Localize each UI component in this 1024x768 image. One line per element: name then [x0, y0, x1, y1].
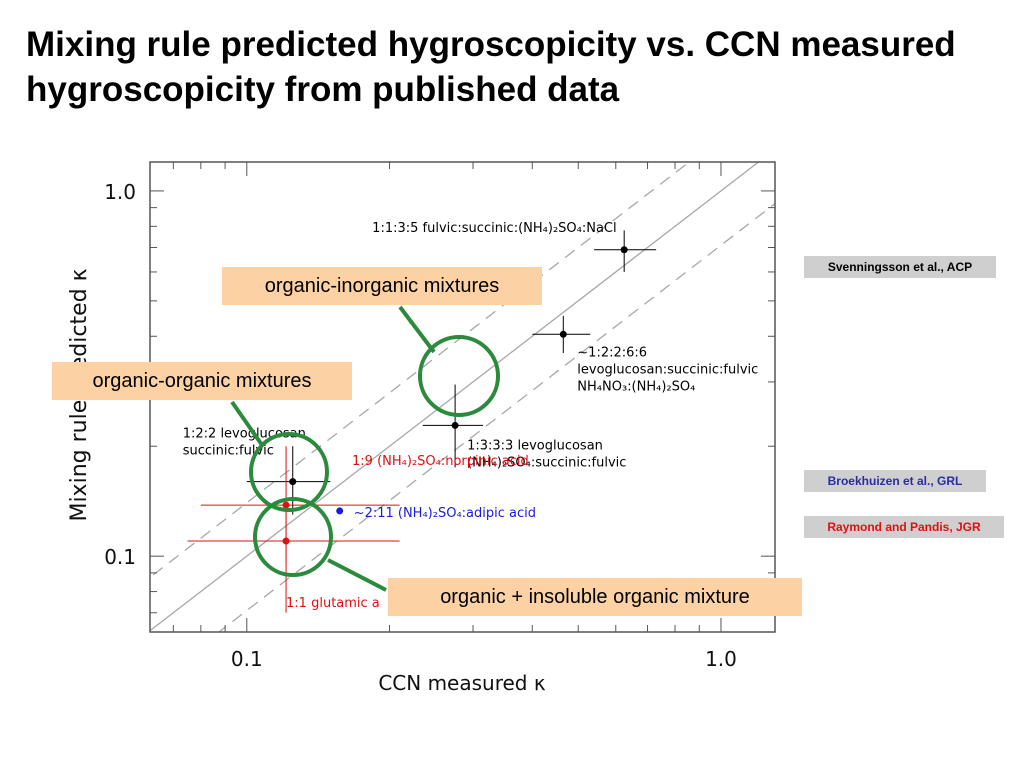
point-label-0: 1:1:3:5 fulvic:succinic:(NH₄)₂SO₄:NaCl — [372, 221, 616, 236]
data-point-1 — [532, 315, 591, 353]
point-marker — [289, 478, 297, 486]
point-label-line: (NH₄)₂SO₄:succinic:fulvic — [467, 455, 626, 470]
point-label-line: succinic:fulvic — [183, 444, 274, 459]
point-label-2: 1:3:3:3 levoglucosan (NH₄)₂SO₄:succinic:f… — [467, 438, 626, 470]
point-label-line: ~2:11 (NH₄)₂SO₄:adipic acid — [354, 506, 536, 521]
reference-line-0 — [150, 162, 760, 632]
point-marker — [282, 537, 290, 545]
circle-insoluble — [253, 497, 333, 577]
point-label-line: 1:3:3:3 levoglucosan — [467, 438, 603, 453]
y-tick-label: 1.0 — [104, 180, 136, 204]
callout-organic-organic: organic-organic mixtures — [52, 362, 352, 400]
x-tick-label: 0.1 — [231, 647, 263, 671]
annotation-circles — [230, 305, 500, 592]
x-tick-label: 1.0 — [705, 647, 737, 671]
data-point-6 — [187, 502, 400, 613]
reference-line-2 — [217, 202, 775, 632]
page-title: Mixing rule predicted hygroscopicity vs.… — [26, 25, 956, 109]
callout-organic-inorganic: organic-inorganic mixtures — [222, 267, 542, 305]
data-point-2 — [422, 384, 484, 468]
point-label-4: 1:9 (NH₄)₂SO₄:norpinic acid — [352, 454, 529, 469]
point-marker — [336, 507, 344, 515]
legend-tag-broekhuizen: Broekhuizen et al., GRL — [804, 470, 986, 492]
point-label-6: 1:1 glutamic a — [286, 596, 380, 611]
y-tick-label: 0.1 — [104, 545, 136, 569]
connector-organic-inorganic — [398, 305, 436, 354]
x-axis-label: CCN measured κ — [378, 671, 546, 695]
connector-organic-organic — [230, 400, 264, 447]
point-marker — [451, 421, 459, 429]
legend-tag-svenningsson: Svenningsson et al., ACP — [804, 256, 996, 278]
point-label-line: levoglucosan:succinic:fulvic — [577, 362, 758, 377]
data-point-0 — [594, 230, 657, 272]
legend-tag-raymond: Raymond and Pandis, JGR — [804, 516, 1004, 538]
point-label-line: ~1:2:2:6:6 — [577, 345, 647, 360]
point-marker — [559, 330, 567, 338]
circle-organic-organic — [249, 432, 329, 512]
point-label-5: ~2:11 (NH₄)₂SO₄:adipic acid — [354, 506, 536, 521]
data-point-3 — [246, 446, 331, 515]
callout-insoluble: organic + insoluble organic mixture — [388, 578, 802, 616]
point-label-line: NH₄NO₃:(NH₄)₂SO₄ — [577, 379, 695, 394]
connector-insoluble — [327, 558, 387, 592]
data-points — [187, 230, 657, 613]
point-label-line: 1:1:3:5 fulvic:succinic:(NH₄)₂SO₄:NaCl — [372, 221, 616, 236]
circle-organic-inorganic — [418, 335, 500, 417]
point-labels: 1:1:3:5 fulvic:succinic:(NH₄)₂SO₄:NaCl ~1… — [183, 221, 759, 611]
point-label-line: 1:1 glutamic a — [286, 596, 380, 611]
data-point-5 — [336, 507, 344, 515]
point-marker — [620, 246, 628, 254]
point-label-1: ~1:2:2:6:6 levoglucosan:succinic:fulvic NH… — [577, 345, 758, 394]
axis-ticks: 0.1 1.0 0.1 1.0 — [104, 162, 775, 671]
point-label-3: 1:2:2 levoglucosan succinic:fulvic — [183, 427, 306, 459]
point-label-line: 1:9 (NH₄)₂SO₄:norpinic acid — [352, 454, 529, 469]
